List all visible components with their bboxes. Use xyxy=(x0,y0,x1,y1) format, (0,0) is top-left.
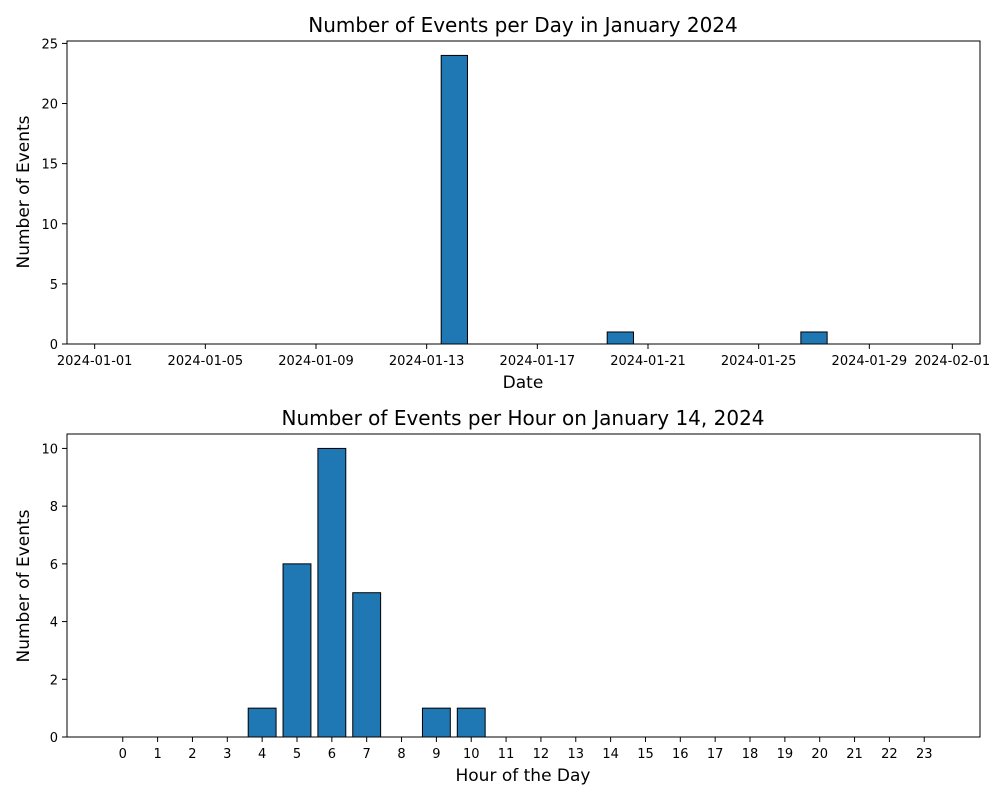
hourly-x-tick-label: 2 xyxy=(188,747,196,762)
daily-y-tick-label: 10 xyxy=(41,218,58,233)
hourly-y-axis-label: Number of Events xyxy=(14,509,34,662)
hourly-x-tick-label: 8 xyxy=(397,747,405,762)
hourly-x-tick-label: 22 xyxy=(881,747,898,762)
hourly-x-tick-label: 0 xyxy=(119,747,127,762)
daily-bars xyxy=(440,54,828,345)
daily-x-tick-label: 2024-02-01 xyxy=(915,354,991,369)
hourly-x-tick-label: 1 xyxy=(153,747,161,762)
hourly-x-tick-label: 23 xyxy=(916,747,933,762)
hourly-x-tick-label: 18 xyxy=(742,747,759,762)
hourly-x-tick-label: 16 xyxy=(672,747,689,762)
daily-plot-frame xyxy=(66,40,981,345)
hourly-y-tick-label: 6 xyxy=(50,558,58,573)
daily-x-ticks: 2024-01-01 2024-01-05 2024-01-09 2024-01-13… xyxy=(57,344,990,369)
daily-x-tick-label: 2024-01-01 xyxy=(57,354,133,369)
hourly-chart-title: Number of Events per Hour on January 14,… xyxy=(281,406,764,430)
daily-events-chart: Number of Events per Day in January 2024… xyxy=(14,13,990,393)
daily-bar-2024-01-27 xyxy=(800,331,828,345)
daily-x-tick-label: 2024-01-09 xyxy=(278,354,354,369)
hourly-x-tick-label: 5 xyxy=(293,747,301,762)
hourly-bar-6 xyxy=(317,447,347,738)
hourly-x-tick-label: 20 xyxy=(811,747,828,762)
hourly-x-axis-label: Hour of the Day xyxy=(455,766,590,786)
hourly-bar-9 xyxy=(421,707,451,738)
daily-chart-title: Number of Events per Day in January 2024 xyxy=(308,13,738,37)
hourly-plot-frame xyxy=(66,433,981,738)
hourly-x-tick-label: 14 xyxy=(602,747,619,762)
hourly-x-tick-label: 12 xyxy=(533,747,550,762)
hourly-y-tick-label: 2 xyxy=(50,673,58,688)
daily-x-tick-label: 2024-01-21 xyxy=(610,354,686,369)
daily-x-tick-label: 2024-01-17 xyxy=(500,354,576,369)
daily-y-tick-label: 20 xyxy=(41,98,58,113)
hourly-x-tick-label: 21 xyxy=(846,747,863,762)
daily-y-tick-label: 15 xyxy=(41,158,58,173)
daily-x-tick-label: 2024-01-29 xyxy=(832,354,908,369)
hourly-bar-4 xyxy=(247,707,277,738)
hourly-x-tick-label: 19 xyxy=(777,747,794,762)
hourly-x-tick-label: 17 xyxy=(707,747,724,762)
hourly-x-tick-label: 7 xyxy=(363,747,371,762)
daily-y-tick-label: 0 xyxy=(50,338,58,353)
hourly-y-ticks: 0 2 4 6 8 10 xyxy=(41,442,67,746)
hourly-x-tick-label: 11 xyxy=(498,747,515,762)
daily-bar-2024-01-14 xyxy=(440,54,468,345)
hourly-y-tick-label: 4 xyxy=(50,616,58,631)
daily-x-axis-label: Date xyxy=(503,373,544,393)
hourly-x-tick-label: 3 xyxy=(223,747,231,762)
daily-x-tick-label: 2024-01-25 xyxy=(721,354,797,369)
hourly-y-tick-label: 0 xyxy=(50,731,58,746)
daily-y-ticks: 0 5 10 15 20 25 xyxy=(41,37,67,353)
hourly-bar-7 xyxy=(352,592,382,738)
hourly-y-tick-label: 10 xyxy=(41,442,58,457)
hourly-x-tick-label: 6 xyxy=(328,747,336,762)
hourly-x-ticks: 0 1 2 3 4 5 6 7 8 9 10 11 12 13 14 15 16 17 18 19 20 21 22 23 xyxy=(119,737,933,762)
hourly-events-chart: Number of Events per Hour on January 14,… xyxy=(14,406,981,786)
hourly-x-tick-label: 13 xyxy=(567,747,584,762)
hourly-x-tick-label: 9 xyxy=(432,747,440,762)
daily-y-tick-label: 25 xyxy=(41,37,58,52)
daily-bar-2024-01-20 xyxy=(606,331,634,345)
daily-x-tick-label: 2024-01-13 xyxy=(389,354,465,369)
hourly-bars xyxy=(247,447,486,738)
daily-y-axis-label: Number of Events xyxy=(14,115,34,268)
hourly-x-tick-label: 4 xyxy=(258,747,266,762)
hourly-y-tick-label: 8 xyxy=(50,500,58,515)
hourly-bar-10 xyxy=(456,707,486,738)
hourly-bar-5 xyxy=(282,563,312,738)
daily-y-tick-label: 5 xyxy=(50,278,58,293)
hourly-x-tick-label: 10 xyxy=(463,747,480,762)
hourly-x-tick-label: 15 xyxy=(637,747,654,762)
daily-x-tick-label: 2024-01-05 xyxy=(168,354,244,369)
